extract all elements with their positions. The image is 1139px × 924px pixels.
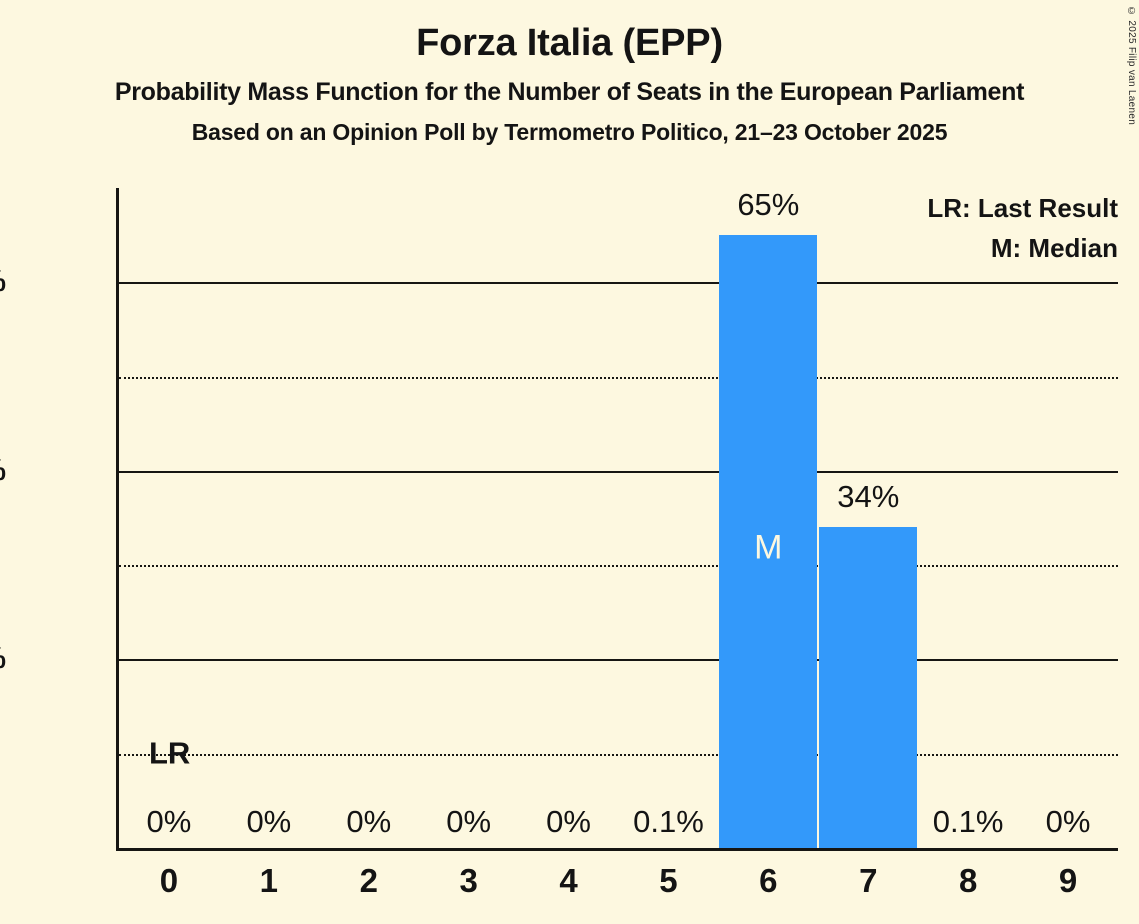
gridline-major-60	[119, 282, 1118, 285]
y-axis-label-60: 60%	[0, 265, 6, 299]
last-result-marker: LR	[148, 734, 191, 770]
gridline-minor-30	[119, 565, 1118, 568]
y-axis-label-20: 20%	[0, 642, 6, 676]
chart-plot-area: 0% 0% 0% 0% 0% 0.1% 65% 34% 0.1% 0% M LR LR: Last R…	[116, 187, 1118, 851]
page-title: Forza Italia (EPP)	[416, 22, 723, 64]
x-axis-label-0: 0	[159, 862, 179, 899]
x-axis-label-1: 1	[259, 862, 279, 899]
x-axis-label-7: 7	[859, 862, 878, 899]
bar-value-label-3: 0%	[446, 804, 492, 839]
bar-value-label-4: 0%	[546, 804, 591, 839]
median-marker: M	[754, 528, 783, 567]
x-axis-label-2: 2	[359, 862, 378, 899]
x-axis-label-4: 4	[559, 862, 578, 899]
chart-legend: LR: Last Result M: Median	[927, 188, 1118, 268]
x-axis-label-9: 9	[1058, 862, 1078, 899]
x-axis-label-3: 3	[459, 862, 478, 899]
x-axis-label-6: 6	[759, 862, 778, 899]
x-axis-line	[116, 848, 1118, 851]
bar-value-label-5: 0.1%	[633, 804, 704, 839]
gridline-major-20	[119, 659, 1118, 662]
bar-value-label-7: 34%	[837, 479, 900, 515]
gridline-minor-10	[119, 753, 1118, 756]
gridline-major-40	[119, 470, 1118, 473]
bar-value-label-9: 0%	[1045, 804, 1091, 839]
bar-value-label-6: 65%	[737, 187, 800, 223]
y-axis-line	[116, 188, 119, 848]
bar-value-label-1: 0%	[246, 804, 292, 839]
bar-seats-7[interactable]	[819, 527, 918, 848]
legend-entry-median: M: Median	[990, 233, 1118, 263]
copyright-notice: © 2025 Filip van Laenen	[1126, 6, 1137, 126]
bar-value-label-2: 0%	[346, 804, 392, 839]
x-axis-label-5: 5	[659, 862, 678, 899]
x-axis-label-8: 8	[958, 862, 978, 899]
chart-source-note: Based on an Opinion Poll by Termometro P…	[191, 119, 948, 145]
y-axis-label-40: 40%	[0, 454, 6, 488]
bar-value-label-0: 0%	[146, 804, 192, 839]
bar-seats-6[interactable]	[719, 235, 818, 848]
bar-value-label-8: 0.1%	[932, 804, 1004, 839]
legend-entry-last-result: LR: Last Result	[927, 193, 1118, 223]
gridline-minor-50	[119, 376, 1118, 379]
chart-subtitle: Probability Mass Function for the Number…	[114, 78, 1025, 106]
chart-header: Forza Italia (EPP) Probability Mass Func…	[0, 0, 1139, 146]
